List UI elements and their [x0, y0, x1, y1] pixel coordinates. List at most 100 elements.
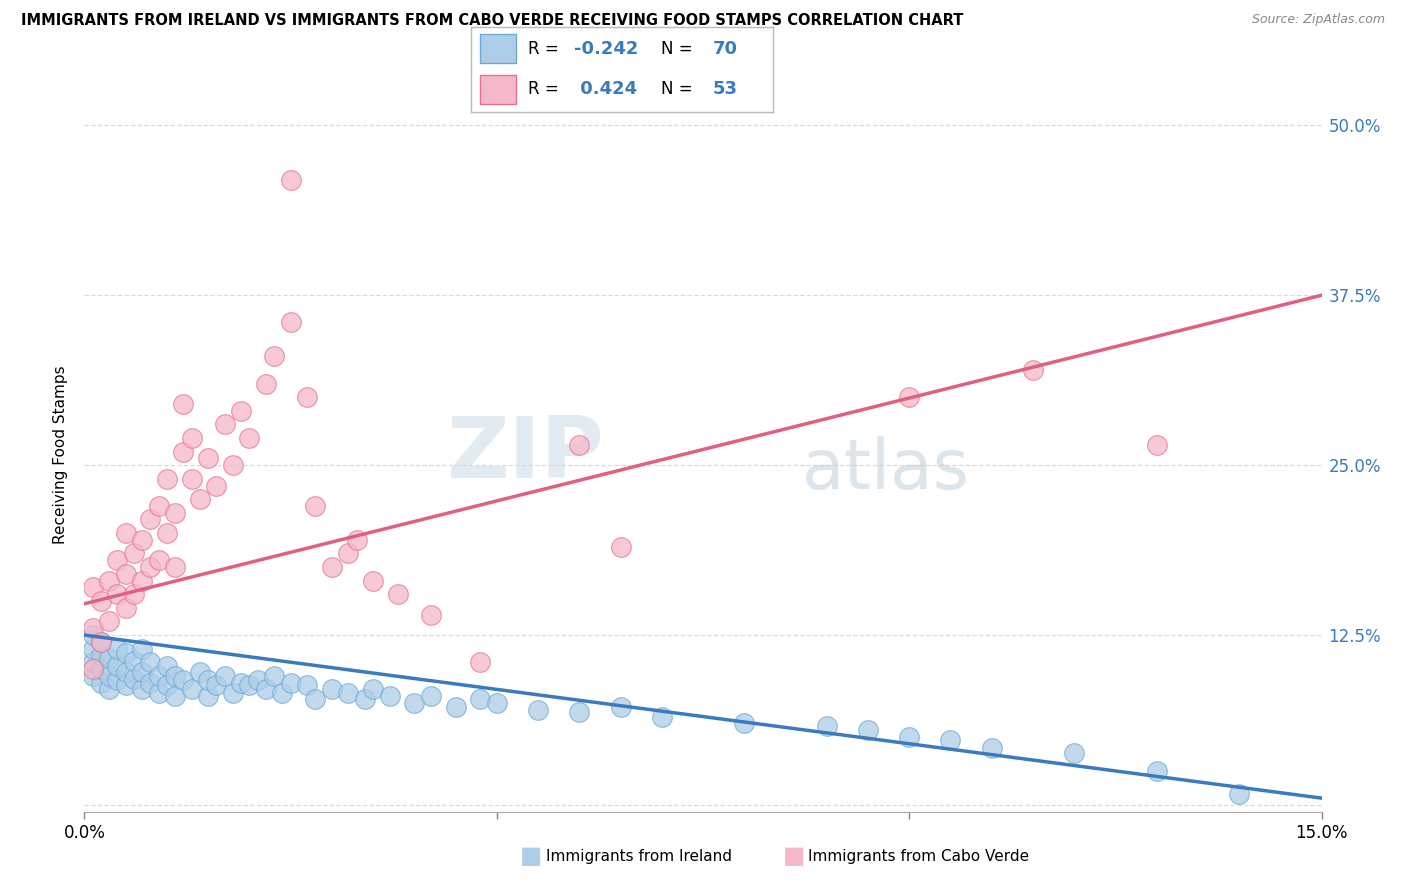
Text: N =: N = — [661, 40, 699, 58]
Point — [898, 730, 921, 744]
Point — [568, 706, 591, 720]
Text: Source: ZipAtlas.com: Source: ZipAtlas.com — [1251, 13, 1385, 27]
Text: Immigrants from Cabo Verde: Immigrants from Cabo Verde — [808, 849, 1029, 863]
Point — [131, 574, 153, 588]
Point — [148, 499, 170, 513]
Point — [263, 669, 285, 683]
Point — [82, 662, 104, 676]
Point — [105, 673, 128, 687]
Point — [1146, 764, 1168, 778]
Point — [156, 678, 179, 692]
Point — [131, 533, 153, 547]
Point — [82, 655, 104, 669]
Point — [90, 635, 112, 649]
Point — [139, 560, 162, 574]
Point — [387, 587, 409, 601]
Point — [139, 655, 162, 669]
Point — [82, 621, 104, 635]
Point — [122, 672, 145, 686]
Point — [105, 553, 128, 567]
Point — [139, 512, 162, 526]
Point — [90, 594, 112, 608]
Point — [180, 431, 202, 445]
Point — [222, 458, 245, 472]
Point — [1063, 746, 1085, 760]
Point — [172, 397, 194, 411]
Point — [404, 696, 426, 710]
Point — [205, 678, 228, 692]
Point — [90, 662, 112, 676]
Point — [214, 669, 236, 683]
Point — [939, 732, 962, 747]
Point — [114, 646, 136, 660]
Point — [295, 390, 318, 404]
Y-axis label: Receiving Food Stamps: Receiving Food Stamps — [53, 366, 69, 544]
Point — [222, 686, 245, 700]
Point — [82, 628, 104, 642]
Point — [180, 682, 202, 697]
Text: ZIP: ZIP — [446, 413, 605, 497]
Text: ■: ■ — [520, 845, 543, 868]
Point — [156, 472, 179, 486]
Point — [361, 574, 384, 588]
Point — [114, 600, 136, 615]
Point — [172, 673, 194, 687]
Text: IMMIGRANTS FROM IRELAND VS IMMIGRANTS FROM CABO VERDE RECEIVING FOOD STAMPS CORR: IMMIGRANTS FROM IRELAND VS IMMIGRANTS FR… — [21, 13, 963, 29]
Point — [148, 669, 170, 683]
Point — [180, 472, 202, 486]
Text: N =: N = — [661, 80, 699, 98]
Point — [105, 659, 128, 673]
Point — [82, 641, 104, 656]
Text: -0.242: -0.242 — [574, 40, 638, 58]
Point — [246, 673, 269, 687]
Text: 53: 53 — [713, 80, 738, 98]
Text: 0.424: 0.424 — [574, 80, 637, 98]
Point — [214, 417, 236, 432]
Point — [304, 499, 326, 513]
Point — [337, 546, 360, 560]
Text: 70: 70 — [713, 40, 738, 58]
Point — [898, 390, 921, 404]
Point — [321, 560, 343, 574]
Point — [263, 350, 285, 364]
Point — [114, 566, 136, 581]
Point — [98, 669, 121, 683]
Point — [156, 526, 179, 541]
Point — [280, 315, 302, 329]
Point — [321, 682, 343, 697]
Point — [197, 673, 219, 687]
Point — [527, 703, 550, 717]
Point — [733, 716, 755, 731]
Point — [609, 540, 631, 554]
Text: R =: R = — [529, 40, 564, 58]
Point — [271, 686, 294, 700]
Point — [229, 675, 252, 690]
Point — [90, 648, 112, 663]
Point — [148, 553, 170, 567]
Point — [280, 675, 302, 690]
Point — [82, 581, 104, 595]
Point — [90, 675, 112, 690]
Point — [82, 669, 104, 683]
Point — [122, 654, 145, 668]
Text: R =: R = — [529, 80, 564, 98]
Text: Immigrants from Ireland: Immigrants from Ireland — [546, 849, 731, 863]
Point — [254, 682, 277, 697]
Point — [346, 533, 368, 547]
Point — [609, 700, 631, 714]
Point — [361, 682, 384, 697]
Point — [1146, 438, 1168, 452]
Point — [304, 692, 326, 706]
FancyBboxPatch shape — [479, 75, 516, 103]
Point — [114, 526, 136, 541]
Point — [105, 587, 128, 601]
Point — [98, 615, 121, 629]
Point — [238, 431, 260, 445]
Point — [98, 574, 121, 588]
Point — [980, 740, 1002, 755]
Point — [122, 587, 145, 601]
Point — [651, 709, 673, 723]
Point — [131, 665, 153, 679]
Point — [156, 659, 179, 673]
Point — [419, 607, 441, 622]
